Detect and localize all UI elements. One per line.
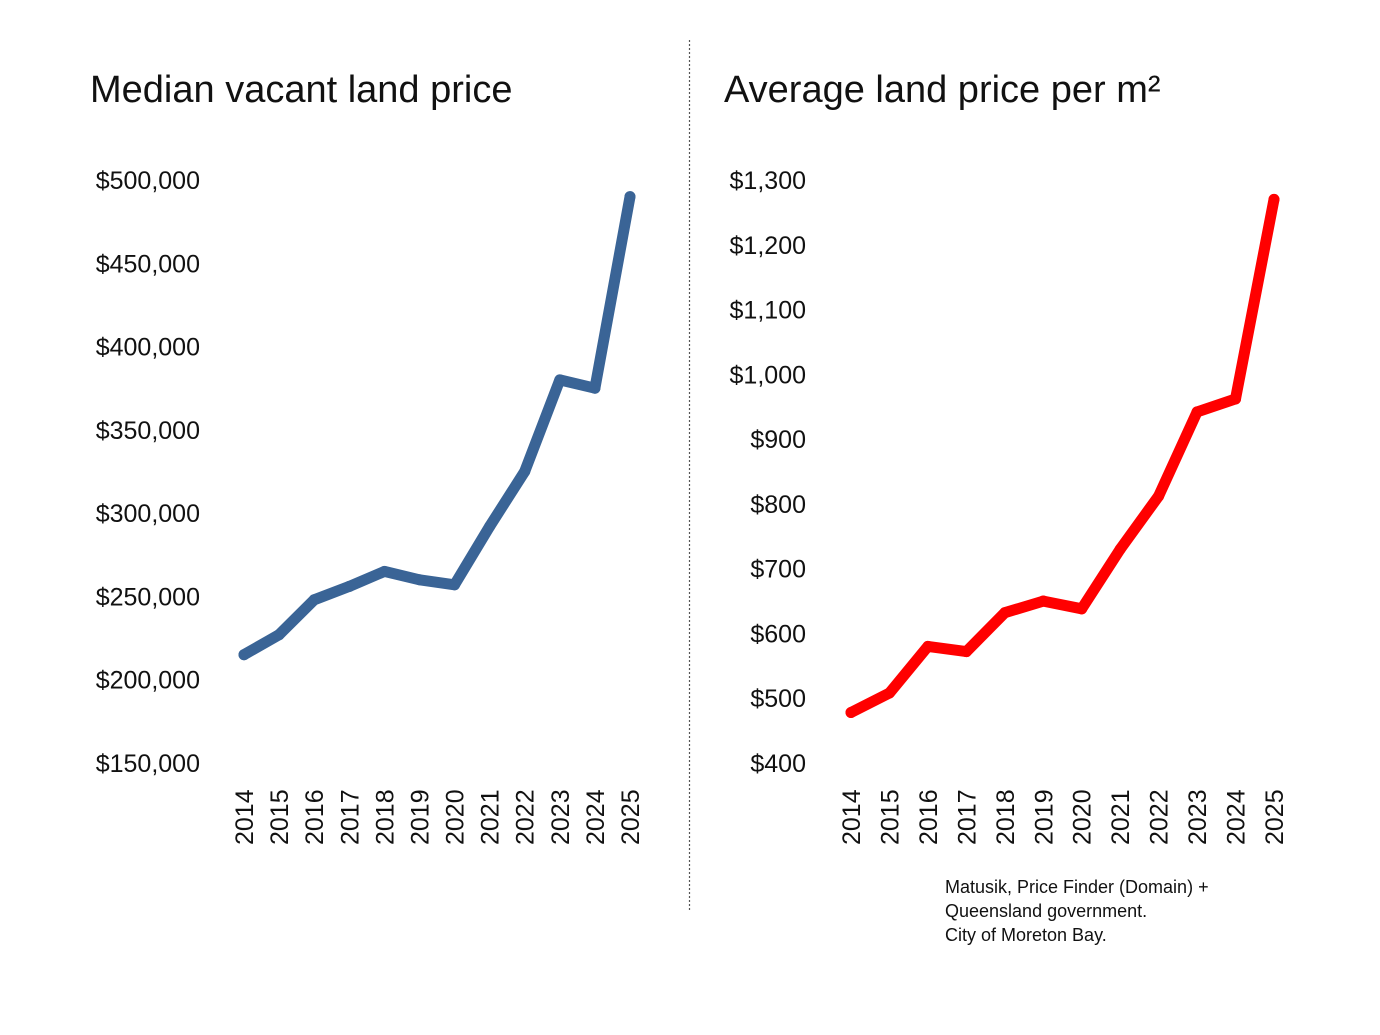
x-tick-label: 2014 (231, 789, 259, 845)
data-point (1076, 603, 1088, 615)
data-point (273, 629, 285, 641)
x-tick-label: 2018 (371, 789, 399, 845)
data-point (378, 565, 390, 577)
x-tick-label: 2020 (1069, 789, 1097, 845)
source-line: Queensland government. (945, 901, 1147, 921)
y-tick-label: $400,000 (96, 334, 200, 362)
source-line: City of Moreton Bay. (945, 925, 1107, 945)
x-tick-label: 2014 (838, 789, 866, 845)
data-point (554, 374, 566, 386)
series-layer (845, 193, 1280, 718)
x-tick-label: 2025 (1261, 789, 1289, 845)
data-point (1153, 490, 1165, 502)
y-tick-label: $400 (750, 750, 806, 778)
data-point (1037, 595, 1049, 607)
y-tick-label: $1,300 (730, 167, 806, 195)
x-tick-label: 2021 (1107, 789, 1135, 845)
data-point (883, 687, 895, 699)
average-land-price-per-m2-chart: Average land price per m² $1,300$1,200$1… (724, 69, 1289, 845)
x-tick-label: 2019 (1030, 789, 1058, 845)
data-point (1268, 193, 1280, 205)
y-tick-label: $700 (750, 556, 806, 584)
x-tick-label: 2023 (547, 789, 575, 845)
x-tick-label: 2016 (915, 789, 943, 845)
chart-title: Average land price per m² (724, 69, 1161, 111)
y-tick-label: $350,000 (96, 417, 200, 445)
series-layer (238, 191, 636, 661)
x-tick-label: 2023 (1184, 789, 1212, 845)
x-tick-label: 2020 (442, 789, 470, 845)
x-tick-label: 2016 (301, 789, 329, 845)
y-tick-label: $250,000 (96, 583, 200, 611)
series-line (238, 191, 636, 661)
median-vacant-land-price-chart: Median vacant land price $500,000 $450,00… (90, 69, 645, 845)
data-point (1114, 543, 1126, 555)
x-tick-label: 2025 (617, 789, 645, 845)
x-axis-ticks: 2014 2015 2016 2017 2018 2019 2020 2021 2022 2023… (838, 789, 1289, 845)
x-axis-ticks: 2014 2015 2016 2017 2018 2019 2020 2021 2022 2023… (231, 789, 645, 845)
y-tick-label: $1,200 (730, 232, 806, 260)
x-tick-label: 2024 (582, 789, 610, 845)
data-point (238, 649, 250, 661)
source-note: Matusik, Price Finder (Domain) + Queensl… (945, 877, 1209, 945)
y-tick-label: $500,000 (96, 167, 200, 195)
y-tick-label: $500 (750, 685, 806, 713)
data-point (922, 640, 934, 652)
data-point (589, 382, 601, 394)
y-axis-ticks: $1,300 $1,200 $1,100 $1,000 $900 $800 $700 $600… (730, 167, 806, 778)
y-axis-ticks: $500,000 $450,000 $400,000 $350,000 $300,000… (96, 167, 200, 778)
data-point (449, 579, 461, 591)
data-point (484, 520, 496, 532)
data-point (413, 574, 425, 586)
x-tick-label: 2018 (992, 789, 1020, 845)
chart-title: Median vacant land price (90, 69, 512, 111)
y-tick-label: $1,000 (730, 361, 806, 389)
y-tick-label: $900 (750, 426, 806, 454)
x-tick-label: 2022 (1146, 789, 1174, 845)
source-line: Matusik, Price Finder (Domain) + (945, 877, 1209, 897)
y-tick-label: $300,000 (96, 500, 200, 528)
x-tick-label: 2019 (406, 789, 434, 845)
x-tick-label: 2024 (1223, 789, 1251, 845)
y-tick-label: $450,000 (96, 250, 200, 278)
data-point (999, 607, 1011, 619)
x-tick-label: 2015 (876, 789, 904, 845)
x-tick-label: 2017 (953, 789, 981, 845)
x-tick-label: 2015 (266, 789, 294, 845)
x-tick-label: 2021 (477, 789, 505, 845)
data-point (308, 594, 320, 606)
data-point (519, 466, 531, 477)
data-point (960, 646, 972, 658)
data-point (1230, 393, 1242, 405)
data-point (845, 706, 857, 718)
y-tick-label: $150,000 (96, 750, 200, 778)
y-tick-label: $200,000 (96, 667, 200, 695)
y-tick-label: $800 (750, 491, 806, 519)
y-tick-label: $1,100 (730, 297, 806, 325)
x-tick-label: 2022 (512, 789, 540, 845)
x-tick-label: 2017 (336, 789, 364, 845)
data-point (1191, 406, 1203, 418)
y-tick-label: $600 (750, 620, 806, 648)
series-line (845, 193, 1280, 718)
data-point (624, 191, 636, 203)
data-point (343, 580, 355, 592)
